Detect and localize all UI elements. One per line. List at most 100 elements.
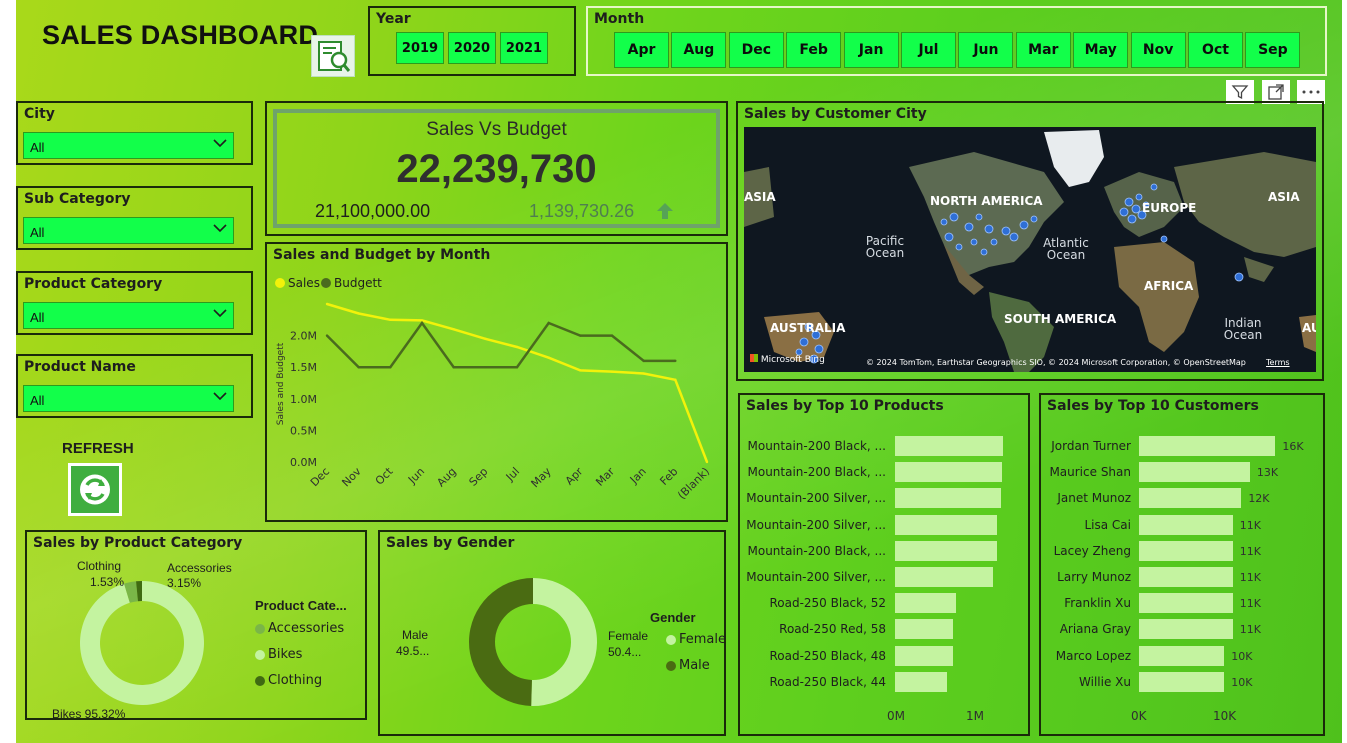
year-option-2020[interactable]: 2020	[448, 32, 496, 64]
bar-category-label: Lisa Cai	[1084, 517, 1131, 532]
data-point[interactable]	[547, 356, 550, 359]
data-point[interactable]	[325, 302, 329, 306]
data-point[interactable]	[515, 366, 519, 369]
bar[interactable]	[895, 462, 1003, 483]
bar[interactable]	[1139, 593, 1233, 614]
year-option-2019[interactable]: 2019	[396, 32, 444, 64]
data-point[interactable]	[515, 345, 519, 349]
bar[interactable]	[895, 671, 947, 692]
month-option-jun[interactable]: Jun	[958, 32, 1014, 68]
data-point[interactable]	[452, 328, 455, 331]
filter-icon[interactable]	[1226, 80, 1254, 104]
bar[interactable]	[1139, 567, 1233, 587]
data-point[interactable]	[579, 334, 582, 337]
axis-tick: 0M	[887, 709, 905, 723]
month-option-jul[interactable]: Jul	[901, 32, 956, 68]
slice-clothing[interactable]	[136, 581, 142, 602]
month-option-may[interactable]: May	[1073, 32, 1129, 68]
map-canvas[interactable]: NORTH AMERICA SOUTH AMERICA EUROPE ASIA …	[744, 127, 1316, 372]
legend-budget[interactable]: Budgett	[321, 276, 382, 290]
kpi-card: Sales Vs Budget 22,239,730 21,100,000.00…	[265, 101, 728, 236]
focus-mode-icon[interactable]	[1262, 80, 1290, 104]
data-point[interactable]	[357, 366, 360, 369]
more-options-icon[interactable]	[1297, 80, 1325, 104]
bar[interactable]	[895, 619, 953, 640]
bar[interactable]	[1139, 488, 1242, 509]
bar[interactable]	[895, 514, 998, 535]
data-point[interactable]	[674, 359, 677, 363]
bar[interactable]	[1139, 619, 1233, 640]
bar[interactable]	[1139, 645, 1225, 666]
bar[interactable]	[895, 645, 953, 666]
refresh-button[interactable]	[68, 463, 122, 516]
bar[interactable]	[1139, 671, 1225, 692]
month-option-nov[interactable]: Nov	[1130, 32, 1186, 68]
product-category-dropdown[interactable]: All	[23, 302, 234, 329]
slice-accessories[interactable]	[124, 581, 138, 603]
year-option-2021[interactable]: 2021	[500, 32, 548, 64]
legend-item-bikes[interactable]: Bikes	[255, 647, 302, 662]
data-point[interactable]	[420, 319, 424, 322]
data-point[interactable]	[642, 372, 645, 375]
bar[interactable]	[1139, 514, 1233, 535]
legend-item-female[interactable]: Female	[666, 632, 726, 647]
legend-item-clothing[interactable]: Clothing	[255, 673, 322, 688]
sub-category-dropdown[interactable]: All	[23, 217, 234, 244]
bar[interactable]	[1139, 462, 1250, 483]
y-tick-label: 0.5M	[290, 424, 317, 437]
data-point[interactable]	[579, 369, 582, 372]
data-point[interactable]	[420, 321, 424, 325]
series-line-sales[interactable]	[326, 302, 709, 463]
data-point[interactable]	[357, 312, 360, 315]
sales-budget-by-month-chart: Sales and Budget by Month Sales Budgett …	[265, 242, 728, 522]
slice-female[interactable]	[531, 578, 597, 706]
bar[interactable]	[895, 488, 1001, 509]
series-line-budgett[interactable]	[326, 320, 676, 369]
data-point[interactable]	[674, 378, 677, 382]
legend-swatch	[666, 660, 676, 671]
map-terms-link[interactable]: Terms	[1266, 358, 1290, 367]
bar[interactable]	[895, 593, 956, 614]
product-name-dropdown[interactable]: All	[23, 385, 234, 412]
data-point[interactable]	[705, 460, 709, 464]
x-tick-label: Nov	[339, 465, 364, 490]
data-point[interactable]	[389, 318, 392, 321]
bar-value-label: 11K	[1239, 571, 1261, 584]
bar[interactable]	[895, 540, 997, 561]
report-search-icon[interactable]	[311, 35, 355, 77]
data-point[interactable]	[484, 366, 487, 369]
data-point[interactable]	[610, 370, 614, 373]
data-point[interactable]	[452, 366, 455, 369]
data-point[interactable]	[610, 334, 614, 337]
month-option-mar[interactable]: Mar	[1015, 32, 1071, 68]
month-option-jan[interactable]: Jan	[843, 32, 899, 68]
month-option-apr[interactable]: Apr	[614, 32, 669, 68]
bar-category-label: Maurice Shan	[1049, 465, 1131, 480]
month-option-feb[interactable]: Feb	[786, 32, 842, 68]
month-option-dec[interactable]: Dec	[728, 32, 784, 68]
sub-category-filter: Sub Category All	[16, 186, 253, 250]
slice-male[interactable]	[468, 578, 533, 706]
legend-sales[interactable]: Sales	[275, 276, 320, 290]
slice-label: 50.4...	[608, 645, 642, 659]
month-option-aug[interactable]: Aug	[671, 32, 727, 68]
bar-value-label: 13K	[1256, 466, 1279, 480]
city-dropdown[interactable]: All	[23, 132, 234, 159]
month-option-sep[interactable]: Sep	[1245, 32, 1301, 68]
bar-category-label: Janet Munoz	[1057, 491, 1131, 506]
data-point[interactable]	[484, 337, 487, 340]
data-point[interactable]	[547, 321, 550, 325]
legend-item-accessories[interactable]: Accessories	[255, 621, 344, 636]
bar[interactable]	[1139, 436, 1276, 456]
x-tick-label: (Blank)	[675, 465, 712, 502]
month-option-oct[interactable]: Oct	[1188, 32, 1243, 68]
data-point[interactable]	[389, 366, 392, 369]
bar[interactable]	[895, 436, 1003, 456]
slice-bikes[interactable]	[80, 581, 204, 705]
bar[interactable]	[1139, 540, 1233, 561]
data-point[interactable]	[325, 334, 329, 337]
x-tick-label: Oct	[373, 464, 396, 487]
data-point[interactable]	[642, 359, 645, 363]
bar[interactable]	[895, 567, 994, 587]
legend-item-male[interactable]: Male	[666, 658, 710, 673]
